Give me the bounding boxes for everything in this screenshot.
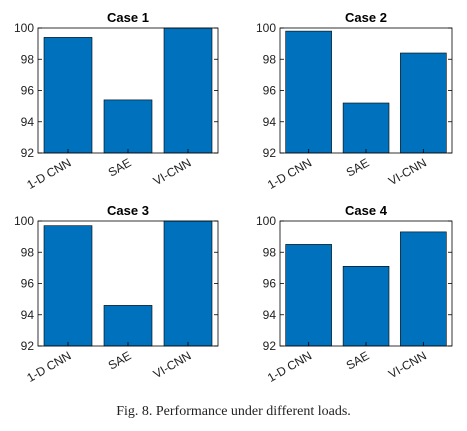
figure-caption: Fig. 8. Performance under different load… xyxy=(116,404,351,419)
bar-1-d-cnn xyxy=(285,30,332,154)
x-tick-label: VI-CNN xyxy=(151,348,194,381)
y-tick-label: 94 xyxy=(263,308,277,322)
y-tick-label: 98 xyxy=(263,245,277,259)
y-tick-label: 92 xyxy=(263,146,277,160)
chart-title: Case 3 xyxy=(107,203,149,218)
chart-panel-2: Case 2 92 94 96 98 100 1-D CNN SAE VI-CNN xyxy=(256,10,453,192)
bar-1-d-cnn xyxy=(43,37,93,154)
bar-1-d-cnn xyxy=(43,225,93,347)
y-tick-label: 100 xyxy=(256,21,276,35)
y-tick-label: 96 xyxy=(263,84,277,98)
x-tick-label: VI-CNN xyxy=(386,348,429,381)
chart-title: Case 1 xyxy=(107,10,149,25)
bar-vi-cnn xyxy=(400,231,447,347)
bar-1-d-cnn xyxy=(285,244,332,347)
x-tick-label: SAE xyxy=(344,155,372,179)
y-tick-label: 98 xyxy=(21,52,35,66)
y-tick-label: 98 xyxy=(21,245,35,259)
x-tick-label: 1-D CNN xyxy=(265,348,314,384)
x-tick-label: SAE xyxy=(106,155,134,179)
chart-panel-1: Case 1 92 94 96 98 100 1-D CNN SAE VI-CNN xyxy=(14,10,219,192)
y-tick-label: 94 xyxy=(21,115,35,129)
chart-panel-3: Case 3 92 94 96 98 100 1-D CNN SAE VI-CNN xyxy=(14,203,219,385)
bar-sae xyxy=(103,99,153,154)
bar-sae xyxy=(342,102,390,154)
bar-sae xyxy=(103,305,153,347)
y-tick-label: 94 xyxy=(21,308,35,322)
x-tick-label: VI-CNN xyxy=(151,155,194,188)
y-tick-label: 100 xyxy=(14,214,34,228)
figure-canvas: Case 1 92 94 96 98 100 1-D CNN SAE VI-CNN Case 2 9… xyxy=(14,10,453,385)
chart-panel-4: Case 4 92 94 96 98 100 1-D CNN SAE VI-CNN xyxy=(256,203,453,385)
x-tick-label: SAE xyxy=(344,348,372,372)
y-tick-label: 98 xyxy=(263,52,277,66)
bar-vi-cnn xyxy=(163,220,213,347)
bar-vi-cnn xyxy=(400,52,447,154)
x-tick-label: VI-CNN xyxy=(386,155,429,188)
y-tick-label: 92 xyxy=(21,339,35,353)
y-tick-label: 96 xyxy=(263,277,277,291)
x-tick-label: SAE xyxy=(106,348,134,372)
x-tick-label: 1-D CNN xyxy=(265,155,314,191)
y-tick-label: 100 xyxy=(256,214,276,228)
x-tick-label: 1-D CNN xyxy=(24,155,73,191)
y-tick-label: 94 xyxy=(263,115,277,129)
y-tick-label: 100 xyxy=(14,21,34,35)
y-tick-label: 96 xyxy=(21,84,35,98)
y-tick-label: 92 xyxy=(21,146,35,160)
bar-sae xyxy=(342,265,390,347)
chart-title: Case 4 xyxy=(345,203,388,218)
x-tick-label: 1-D CNN xyxy=(24,348,73,384)
bar-vi-cnn xyxy=(163,27,213,154)
chart-title: Case 2 xyxy=(345,10,387,25)
y-tick-label: 92 xyxy=(263,339,277,353)
y-tick-label: 96 xyxy=(21,277,35,291)
